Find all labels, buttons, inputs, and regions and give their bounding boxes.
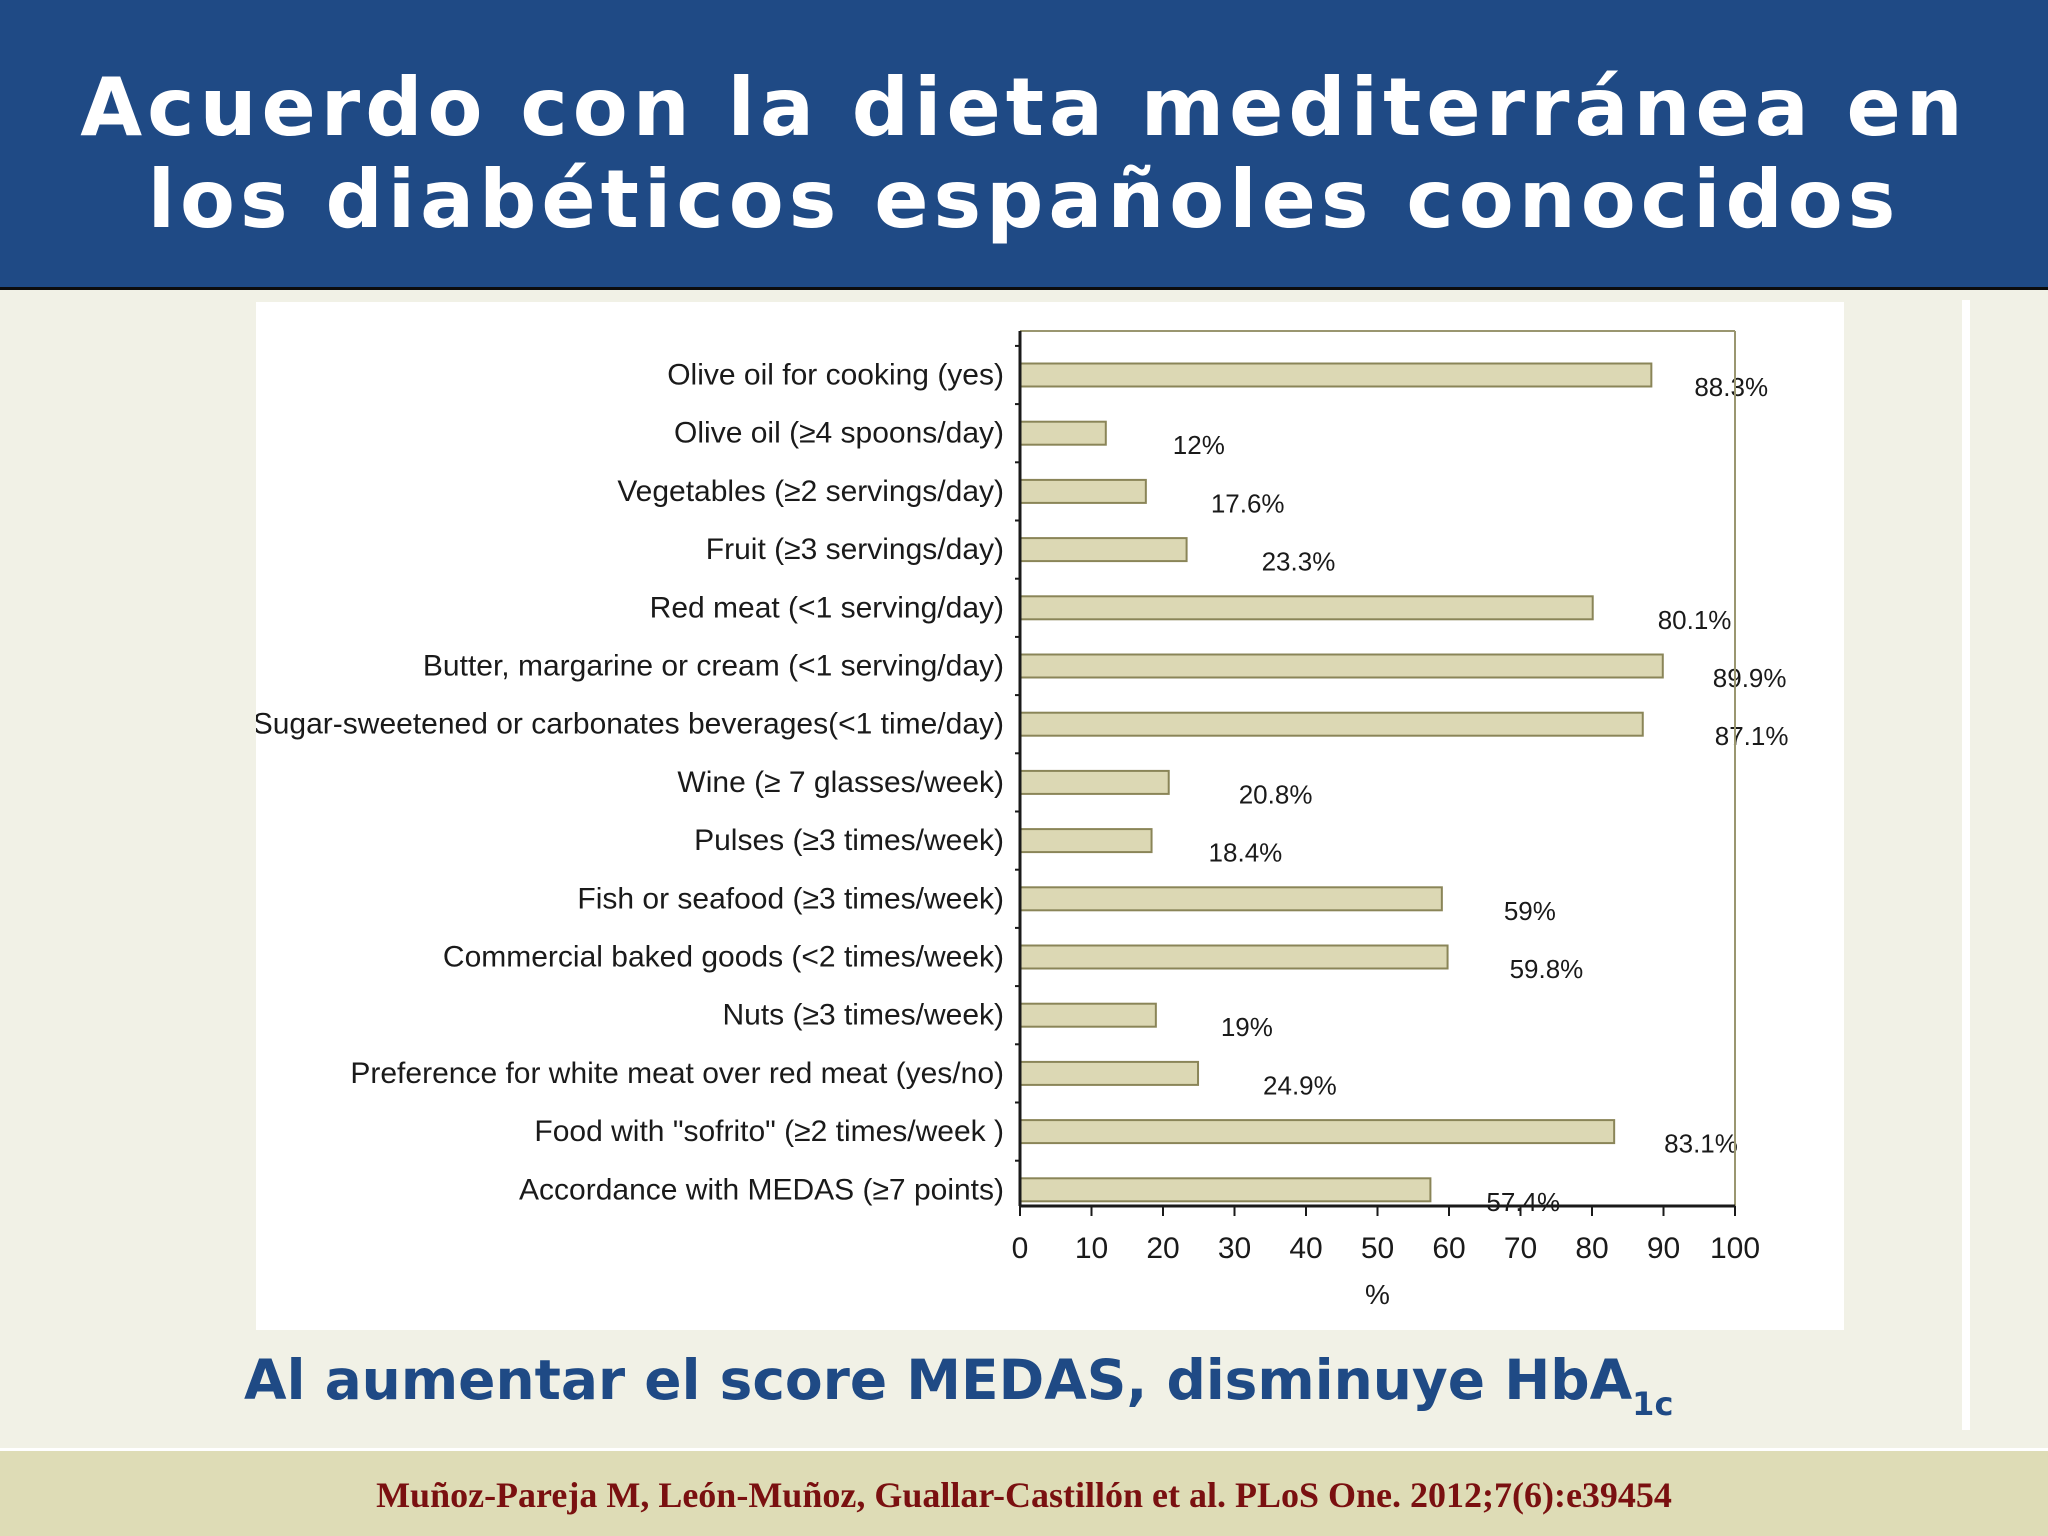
data-label: 89.9% [1713, 663, 1787, 693]
category-label: Food with "sofrito" (≥2 times/week ) [534, 1115, 1004, 1148]
data-label: 18.4% [1209, 838, 1283, 868]
bar [1019, 828, 1153, 854]
data-label: 83.1% [1664, 1129, 1738, 1159]
data-label: 59.8% [1510, 954, 1584, 984]
category-label: Red meat (<1 serving/day) [650, 591, 1004, 624]
citation: Muñoz-Pareja M, León-Muñoz, Guallar-Cast… [376, 1475, 1672, 1515]
bar-chart: Olive oil for cooking (yes) 88.3% Olive oi… [256, 330, 1789, 1310]
x-tick-label: 60 [1432, 1232, 1465, 1265]
data-label: 88.3% [1694, 372, 1768, 402]
x-tick-label: 100 [1710, 1232, 1760, 1265]
footer-bar: Muñoz-Pareja M, León-Muñoz, Guallar-Cast… [0, 1448, 2048, 1536]
bar [1019, 420, 1107, 446]
category-label: Olive oil (≥4 spoons/day) [674, 417, 1004, 450]
category-label: Olive oil for cooking (yes) [667, 359, 1004, 392]
bar [1019, 769, 1170, 795]
category-label: Fruit (≥3 servings/day) [706, 533, 1004, 566]
bar [1019, 711, 1644, 737]
data-label: 57.4% [1486, 1187, 1560, 1217]
bar [1019, 944, 1449, 970]
category-label: Commercial baked goods (<2 times/week) [443, 941, 1004, 974]
category-label: Preference for white meat over red meat … [350, 1057, 1004, 1090]
bar [1019, 537, 1188, 563]
page-title: Acuerdo con la dieta mediterránea en los… [0, 62, 2048, 246]
data-label: 23.3% [1262, 547, 1336, 577]
data-label: 12% [1173, 430, 1225, 460]
category-label: Fish or seafood (≥3 times/week) [577, 882, 1004, 915]
x-tick-label: 50 [1361, 1232, 1394, 1265]
category-label: Vegetables (≥2 servings/day) [617, 475, 1004, 508]
data-label: 59% [1504, 896, 1556, 926]
x-axis-title: % [1365, 1279, 1390, 1310]
x-tick-label: 20 [1146, 1232, 1179, 1265]
chart-panel: Olive oil for cooking (yes) 88.3% Olive oi… [256, 302, 1844, 1330]
bar [1019, 1002, 1157, 1028]
subtitle-text: Al aumentar el score MEDAS, disminuye Hb… [244, 1348, 1633, 1412]
x-tick-label: 40 [1289, 1232, 1322, 1265]
x-tick-label: 10 [1075, 1232, 1108, 1265]
category-label: Wine (≥ 7 glasses/week) [677, 766, 1004, 799]
decorative-stripe [1962, 300, 1970, 1430]
bar [1019, 1119, 1616, 1145]
data-label: 80.1% [1658, 605, 1732, 635]
data-label: 87.1% [1715, 721, 1789, 751]
bar [1019, 653, 1664, 679]
subtitle: Al aumentar el score MEDAS, disminuye Hb… [244, 1345, 1673, 1439]
x-tick-label: 70 [1504, 1232, 1537, 1265]
x-tick-label: 30 [1218, 1232, 1251, 1265]
x-tick-label: 90 [1647, 1232, 1680, 1265]
x-tick-label: 80 [1575, 1232, 1608, 1265]
title-banner: Acuerdo con la dieta mediterránea en los… [0, 0, 2048, 290]
bar [1019, 478, 1147, 504]
bar [1019, 1060, 1200, 1086]
bar [1019, 886, 1443, 912]
category-label: Butter, margarine or cream (<1 serving/d… [423, 650, 1004, 683]
title-line-2: los diabéticos españoles conocidos [147, 153, 1901, 246]
bar [1019, 362, 1653, 388]
data-label: 24.9% [1263, 1070, 1337, 1100]
bar [1019, 1177, 1432, 1203]
bar [1019, 595, 1594, 621]
x-tick-label: 0 [1012, 1232, 1029, 1265]
title-line-1: Acuerdo con la dieta mediterránea en [80, 61, 1968, 154]
subtitle-subscript: 1c [1632, 1385, 1674, 1423]
data-label: 20.8% [1239, 779, 1313, 809]
category-label: Accordance with MEDAS (≥7 points) [519, 1173, 1004, 1206]
data-label: 17.6% [1211, 488, 1285, 518]
category-label: Pulses (≥3 times/week) [694, 824, 1004, 857]
category-label: Sugar-sweetened or carbonates beverages(… [256, 708, 1004, 741]
category-label: Nuts (≥3 times/week) [722, 999, 1004, 1032]
data-label: 19% [1221, 1012, 1273, 1042]
